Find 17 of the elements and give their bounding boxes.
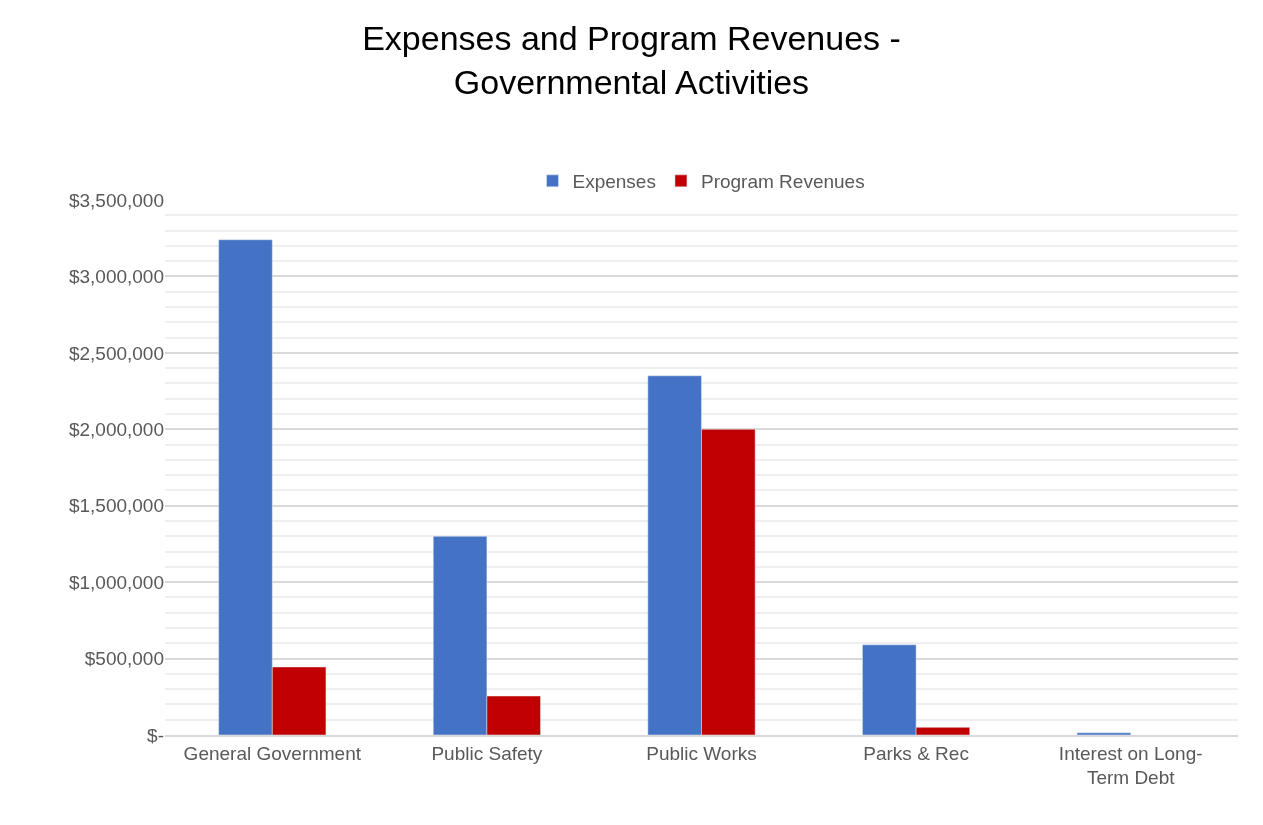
y-tick-label: $-: [147, 724, 164, 746]
y-tick-label: $3,500,000: [68, 189, 164, 211]
y-tick-label: $500,000: [84, 648, 164, 670]
bar: [1076, 732, 1131, 735]
chart-title: Expenses and Program Revenues - Governmental Activities: [362, 18, 901, 101]
x-tick-label: Parks & Rec: [863, 742, 969, 764]
legend-label: Expenses: [572, 171, 656, 193]
legend-label: Program Revenues: [700, 171, 865, 193]
x-tick-label: Interest on Long-Term Debt: [1058, 742, 1203, 789]
y-tick-label: $2,000,000: [68, 418, 164, 440]
x-tick-label: Public Safety: [431, 742, 543, 764]
x-tick-label: Public Works: [646, 742, 757, 764]
x-tick-label: General Government: [183, 742, 362, 764]
y-tick-label: $1,500,000: [68, 495, 164, 517]
y-tick-label: $1,000,000: [68, 571, 164, 593]
y-tick-label: $3,000,000: [68, 266, 164, 288]
y-tick-label: $2,500,000: [68, 342, 164, 364]
